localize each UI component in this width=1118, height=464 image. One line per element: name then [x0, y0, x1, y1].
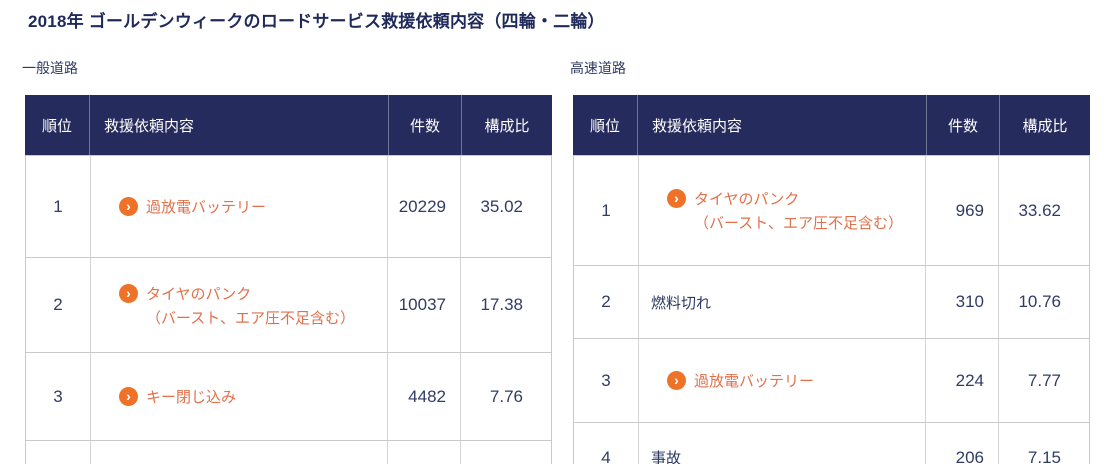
- header-cell-desc: 救援依頼内容: [90, 95, 389, 155]
- header-cell-rank: 順位: [25, 95, 90, 155]
- chevron-circle-icon: ›: [667, 189, 686, 208]
- header-cell-ratio: 構成比: [1022, 117, 1068, 135]
- desc-cell: › 過放電バッテリー: [639, 339, 926, 422]
- count-cell: 224: [926, 339, 999, 422]
- table-header: 順位 救援依頼内容 件数 構成比: [25, 95, 552, 155]
- table-row: 3 › 過放電バッテリー 224 7.77: [573, 338, 1090, 422]
- desc-cell: 事故: [639, 423, 926, 464]
- header-cell-count: 件数: [927, 95, 1000, 155]
- count-cell: 20229: [388, 156, 461, 257]
- chevron-circle-icon: ›: [119, 283, 138, 303]
- ratio-cell: 7.15: [1027, 447, 1061, 464]
- rescue-item-link[interactable]: › キー閉じ込み: [119, 386, 387, 407]
- desc-cell: 燃料切れ: [639, 266, 926, 338]
- rescue-item-label[interactable]: 過放電バッテリー: [146, 199, 267, 216]
- table-row: 2 燃料切れ 310 10.76: [573, 265, 1090, 338]
- chevron-circle-icon: ›: [667, 371, 686, 390]
- rescue-item-sublabel[interactable]: （バースト、エア圧不足含む）: [694, 215, 903, 232]
- rescue-item-label[interactable]: キー閉じ込み: [146, 389, 237, 406]
- rescue-item-label[interactable]: タイヤのパンク: [146, 285, 252, 303]
- section-label-highway: 高速道路: [570, 60, 626, 76]
- ratio-cell: 7.77: [1027, 370, 1061, 390]
- rank-cell: 3: [574, 339, 639, 422]
- ratio-cell: 17.38: [480, 295, 523, 314]
- chevron-circle-icon: ›: [119, 387, 138, 406]
- rescue-item-sublabel[interactable]: （バースト、エア圧不足含む）: [146, 309, 355, 327]
- rank-cell: 2: [574, 266, 639, 338]
- table-highway: 順位 救援依頼内容 件数 構成比 1 › タイヤのパンク （バースト、エア圧不足…: [573, 95, 1090, 464]
- ratio-cell: 33.62: [1018, 200, 1061, 220]
- rank-cell: [26, 441, 91, 464]
- rescue-item-link[interactable]: › タイヤのパンク （バースト、エア圧不足含む）: [667, 188, 925, 233]
- table-row-clipped: [25, 440, 552, 464]
- count-cell: 10037: [388, 258, 461, 352]
- rescue-item-link[interactable]: › 過放電バッテリー: [667, 370, 925, 391]
- page-title: 2018年 ゴールデンウィークのロードサービス救援依頼内容（四輪・二輪）: [28, 12, 605, 31]
- rescue-item-link[interactable]: › 過放電バッテリー: [119, 196, 387, 217]
- ratio-cell: 35.02: [480, 196, 523, 216]
- table-general-road: 順位 救援依頼内容 件数 構成比 1 › 過放電バッテリー 20229 35.0…: [25, 95, 552, 464]
- desc-cell: › 過放電バッテリー: [91, 156, 388, 257]
- table-row: 1 › タイヤのパンク （バースト、エア圧不足含む） 969 33.62: [573, 155, 1090, 265]
- ratio-cell: 10.76: [1018, 292, 1061, 311]
- rank-cell: 2: [26, 258, 91, 352]
- rescue-item-label: 事故: [651, 450, 682, 464]
- count-cell: 206: [926, 423, 999, 464]
- count-cell: 4482: [388, 353, 461, 440]
- ratio-cell: [461, 441, 551, 464]
- count-cell: 310: [926, 266, 999, 338]
- desc-cell: › タイヤのパンク （バースト、エア圧不足含む）: [91, 258, 388, 352]
- rescue-item-link[interactable]: › タイヤのパンク （バースト、エア圧不足含む）: [119, 283, 387, 328]
- rank-cell: 4: [574, 423, 639, 464]
- header-cell-count: 件数: [389, 95, 462, 155]
- table-row: 1 › 過放電バッテリー 20229 35.02: [25, 155, 552, 257]
- table-row-clipped: 4 事故 206 7.15: [573, 422, 1090, 464]
- table-row: 2 › タイヤのパンク （バースト、エア圧不足含む） 10037 17.38: [25, 257, 552, 352]
- desc-cell: › キー閉じ込み: [91, 353, 388, 440]
- rescue-item-label[interactable]: タイヤのパンク: [694, 191, 800, 208]
- rescue-item-label[interactable]: 過放電バッテリー: [694, 373, 815, 390]
- rank-cell: 1: [574, 156, 639, 265]
- count-cell: [388, 441, 461, 464]
- count-cell: 969: [926, 156, 999, 265]
- header-cell-desc: 救援依頼内容: [638, 95, 927, 155]
- desc-cell: › タイヤのパンク （バースト、エア圧不足含む）: [639, 156, 926, 265]
- table-row: 3 › キー閉じ込み 4482 7.76: [25, 352, 552, 440]
- rank-cell: 1: [26, 156, 91, 257]
- chevron-circle-icon: ›: [119, 197, 138, 216]
- ratio-cell: 7.76: [489, 386, 523, 406]
- rank-cell: 3: [26, 353, 91, 440]
- section-label-general-road: 一般道路: [22, 60, 78, 76]
- header-cell-ratio: 構成比: [484, 117, 530, 135]
- table-header: 順位 救援依頼内容 件数 構成比: [573, 95, 1090, 155]
- rescue-item-label: 燃料切れ: [651, 294, 712, 312]
- desc-cell: [91, 441, 388, 464]
- header-cell-rank: 順位: [573, 95, 638, 155]
